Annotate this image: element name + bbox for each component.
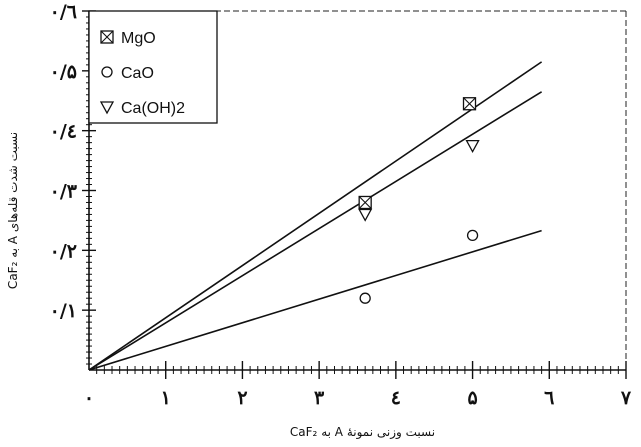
point-mgo (358, 195, 372, 210)
marker-stroke (463, 97, 476, 111)
x-tick-label: ٤ (391, 387, 401, 409)
marker-circle (466, 229, 479, 242)
x-tick-label: ۳ (314, 387, 325, 409)
y-tick-label: ۰/٦ (50, 1, 77, 23)
x-tick-label: ۵ (467, 387, 477, 409)
point-cao (359, 292, 371, 304)
marker-triangle (465, 139, 480, 153)
fit-line-mgo (88, 61, 543, 371)
data-points (358, 97, 480, 304)
legend-label: Ca(OH)2 (121, 100, 185, 117)
legend-marker (101, 66, 113, 78)
x-tick-label: ۱ (161, 387, 171, 409)
y-tick-label: ۰/٤ (50, 121, 77, 143)
y-tick-label: ۰/۲ (50, 240, 77, 262)
ticks: ۰ ۱ ۲ ۳ ٤ ۵ ٦ ۷ ۰/۱ ۰/۲ ۰/۳ ۰/٤ ۰/۵ ۰/٦ (50, 1, 632, 409)
legend-label: MgO (121, 30, 156, 47)
marker-stroke (100, 30, 114, 44)
point-cao (466, 229, 479, 242)
point-mgo (462, 97, 477, 111)
legend-label: CaO (121, 65, 154, 82)
marker-triangle (358, 208, 373, 222)
legend: MgO CaO Ca(OH)2 (88, 10, 218, 124)
legend-marker (100, 30, 114, 44)
x-axis-title: نسبت وزنی نمونهٔ A به CaF₂ (290, 425, 435, 440)
marker-circle (101, 66, 113, 78)
fit-line-ca-oh-2 (88, 91, 543, 371)
fit-line-cao (88, 229, 542, 371)
point-ca-oh-2 (358, 208, 373, 222)
y-axis-title: نسبت شدت قله‌های A به CaF₂ (6, 132, 20, 289)
legend-marker (99, 101, 115, 115)
y-tick-label: ۰/۱ (50, 300, 77, 322)
marker-stroke (358, 196, 372, 209)
x-tick-label: ۲ (237, 387, 247, 409)
y-tick-label: ۰/۳ (50, 181, 78, 203)
point-ca-oh-2 (465, 139, 480, 153)
x-tick-label: ۷ (620, 387, 632, 409)
x-tick-label: ۰ (84, 387, 94, 409)
x-tick-label: ٦ (544, 387, 554, 409)
fit-lines (88, 61, 543, 371)
y-tick-label: ۰/۵ (50, 61, 77, 83)
marker-triangle (99, 101, 115, 115)
marker-circle (359, 292, 371, 304)
